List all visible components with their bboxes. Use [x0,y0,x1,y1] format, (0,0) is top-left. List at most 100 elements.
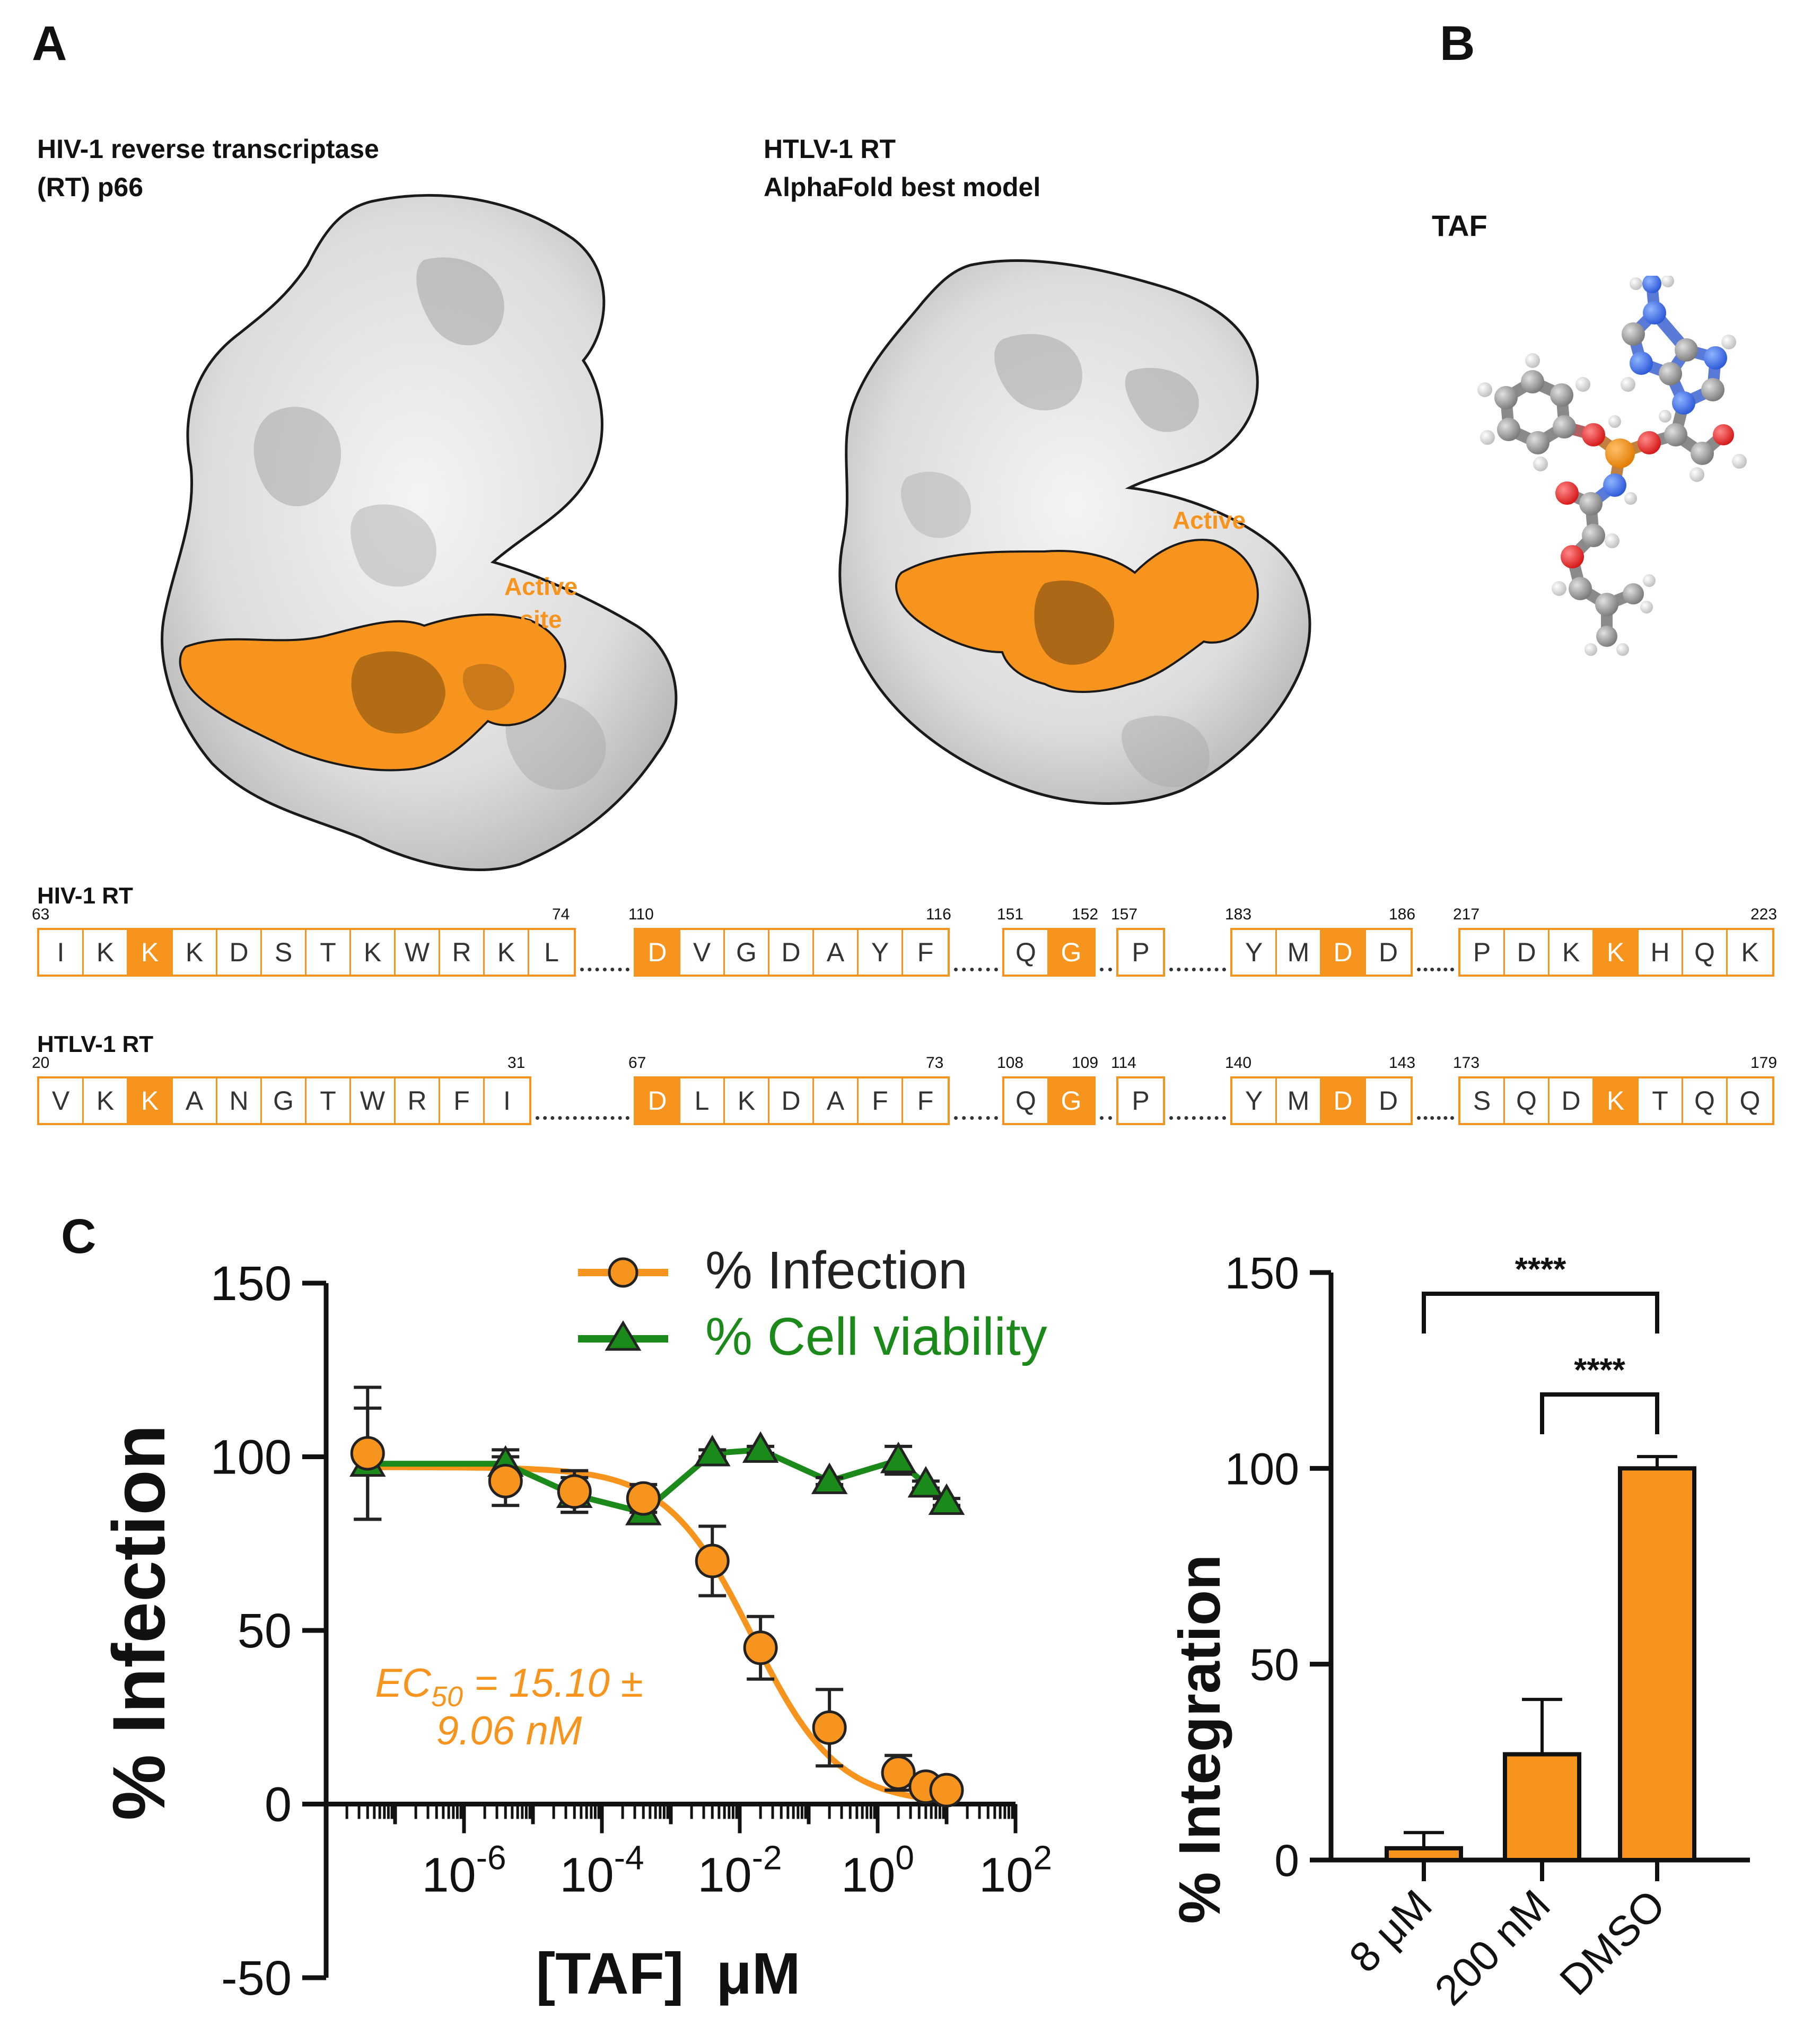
integration-y-tick-label: 0 [1274,1836,1299,1885]
sequence-segment: P [1116,1076,1165,1125]
dose-response-chart: 150 100 50 0 -50 10-6 10-4 10-2 100 102 % Infecti… [97,1241,1052,2006]
residue: M [1277,930,1321,975]
dose-y-tick-label: -50 [221,1951,292,2005]
infection-point [881,1756,916,1791]
hiv-surface-shading [253,407,342,506]
residue: T [307,930,351,975]
residue-number-start: 63 [32,906,50,923]
hiv-rt-surface [161,194,678,871]
residue-number-end: 109 [1072,1054,1099,1072]
residue: A [814,1078,859,1123]
residue: Q [1505,1078,1550,1123]
dose-response-plot [349,1385,965,1808]
residue-number-end: 74 [552,906,570,923]
dose-x-tick-label: 10-6 [422,1839,506,1902]
panel-label-b: B [1440,16,1475,71]
residue: W [396,930,440,975]
dose-y-axis-label: % Infection [97,1425,180,1821]
htlv-active-site-label: Active site [1172,506,1246,567]
residue: L [544,937,559,967]
residue: S [1460,1078,1505,1123]
viability-point [907,1466,944,1498]
residue: R [440,930,485,975]
residue-number-end: 179 [1750,1054,1778,1072]
residue: Y [859,930,903,975]
residue: P [1132,1086,1150,1116]
integration-y-axis-label: % Integration [1167,1555,1232,1924]
significance-label: **** [1574,1352,1625,1389]
residue: R [396,1078,440,1123]
dose-x-tick-label: 100 [841,1839,914,1902]
residue: K [173,930,217,975]
residue: Q [1683,1078,1728,1123]
residue: I [39,930,84,975]
residue-number-end: 31 [507,1054,526,1072]
integration-bar [1618,1466,1696,1863]
viability-point [742,1431,779,1463]
sequence-gap [1169,1116,1226,1120]
sequence-gap [1100,1116,1112,1120]
residue: P [1460,930,1505,975]
hiv-structure-title: HIV-1 reverse transcriptase (RT) p66 [37,134,379,202]
residue: K [128,930,173,975]
residue: K [1594,930,1639,975]
infection-point [488,1463,523,1498]
residue: F [440,1078,485,1123]
residue-number-end: 143 [1389,1054,1416,1072]
residue: G [725,930,769,975]
sequence-gap [1417,1116,1454,1120]
panel-label-a: A [32,16,67,71]
residue: K [1594,1078,1639,1123]
residue-number-start: 173 [1453,1054,1480,1072]
dose-response-axes: 150 100 50 0 -50 10-6 10-4 10-2 100 102 [211,1257,1052,2005]
dose-x-axis-label: [TAF] μM [536,1941,801,2006]
integration-category-label: DMSO [1551,1881,1674,2004]
integration-bar [1385,1846,1463,1862]
residue: I [503,1086,511,1116]
residue: F [917,1086,934,1116]
residue-number-start: 217 [1453,906,1480,923]
integration-y-tick-label: 50 [1250,1640,1299,1690]
htlv-rt-surface [838,259,1311,805]
residue: Y [1232,1078,1277,1123]
residue: G [1049,930,1093,975]
taf-title: TAF [1432,209,1487,242]
viability-point [694,1434,731,1467]
residue: G [262,1078,307,1123]
significance-bracket [1540,1392,1659,1434]
dose-x-tick-label: 10-2 [697,1839,782,1902]
integration-y-tick-label: 100 [1225,1444,1299,1494]
ec50-annotation-line1: EC50 = 15.10 ± [375,1661,643,1713]
significance-bracket [1422,1292,1659,1334]
residue-number-start: 67 [628,1054,646,1072]
dose-y-tick-label: 150 [211,1257,292,1311]
infection-point [626,1481,661,1516]
htlv-sequence-label: HTLV-1 RT [37,1031,154,1057]
dose-x-tick-label: 10-4 [559,1839,644,1902]
residue: D [636,1078,680,1123]
residue: T [1639,1078,1683,1123]
residue-number-start: 114 [1111,1054,1136,1072]
sequence-gap [954,1116,998,1120]
residue: K [725,1078,769,1123]
infection-point [929,1773,964,1808]
residue-number-start: 110 [628,906,654,923]
sequence-gap [536,1116,629,1120]
dose-y-tick-label: 0 [265,1778,292,1832]
infection-point [350,1436,385,1471]
integration-y-tick-label: 150 [1225,1248,1299,1298]
dose-legend: % Infection % Cell viability [578,1241,1047,1366]
residue: T [307,1078,351,1123]
residue-number-end: 116 [926,906,951,923]
residue: D [769,930,814,975]
residue: K [1741,937,1759,967]
residue: D [1550,1078,1594,1123]
residue-number-start: 157 [1111,906,1138,923]
residue: Q [1683,930,1728,975]
